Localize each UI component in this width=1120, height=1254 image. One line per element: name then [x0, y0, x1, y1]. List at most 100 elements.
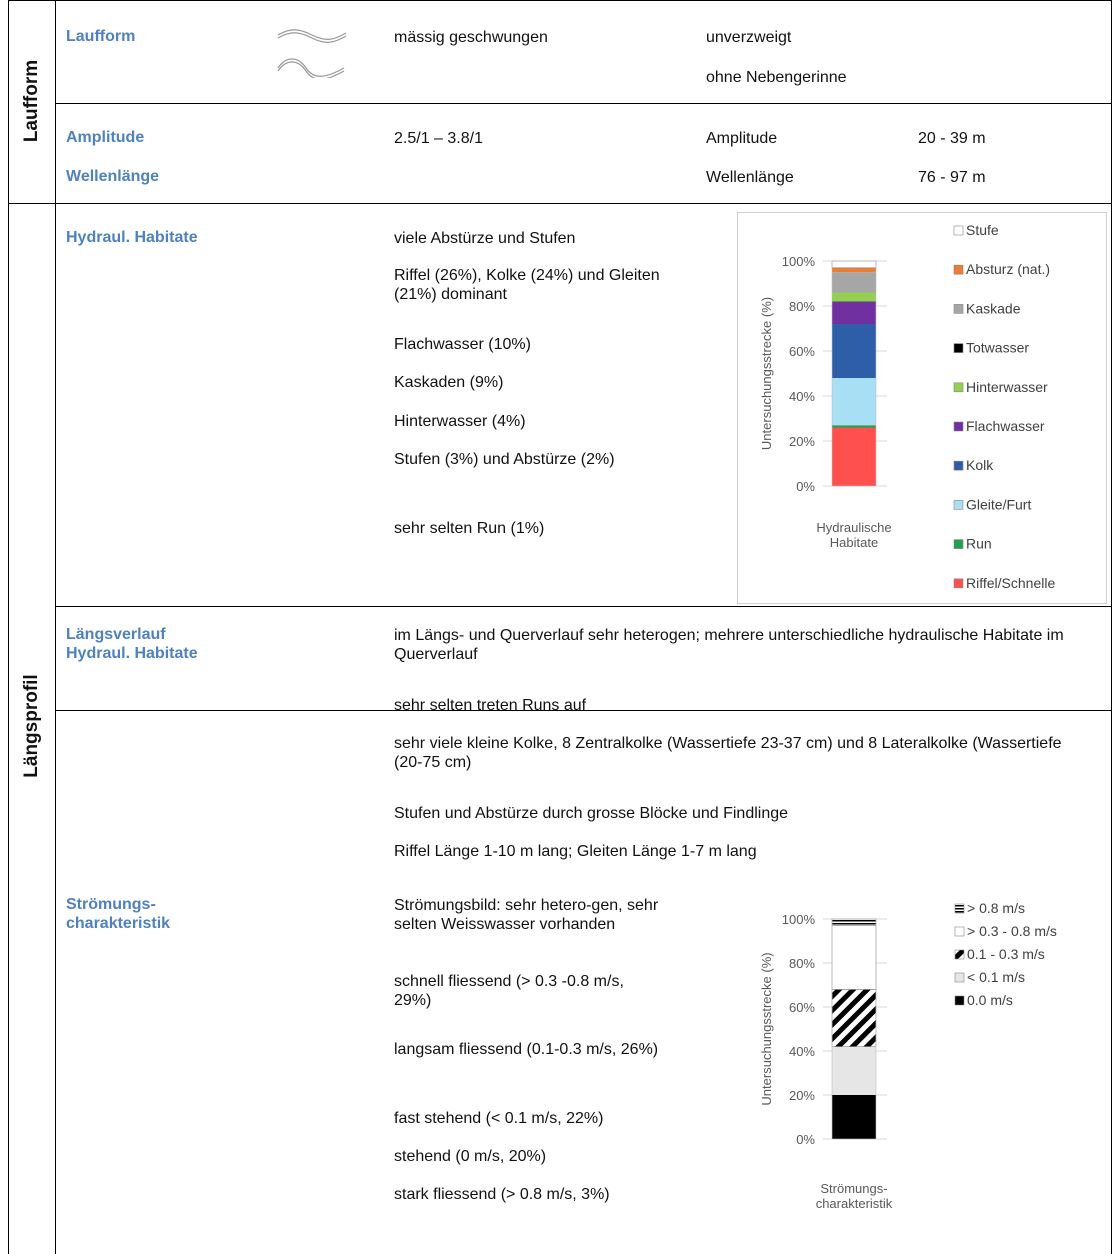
legend-swatch: [953, 460, 964, 471]
legend-swatch: [954, 995, 965, 1006]
row-label-hydraul-habitate-2: Hydraul. Habitate: [66, 645, 198, 662]
row-label-hydraul-habitate: Hydraul. Habitate: [66, 229, 198, 246]
hydraul-line: Riffel (26%), Kolke (24%) und Gleiten (2…: [394, 267, 660, 303]
y-tick-label: 100%: [782, 912, 816, 927]
bar-segment: [832, 292, 876, 302]
bar-segment: [831, 918, 877, 926]
legend-swatch: [953, 539, 964, 549]
row-label-amplitude: Amplitude: [66, 129, 145, 146]
x-category-label: Hydraulische: [816, 520, 891, 535]
amplitude-ratio: 2.5/1 – 3.8/1: [394, 130, 483, 147]
legend-label: > 0.3 - 0.8 m/s: [967, 923, 1057, 939]
legend-label: Totwasser: [966, 340, 1029, 356]
wellenlaenge-value: 76 - 97 m: [918, 169, 986, 186]
hydraul-line: Kaskaden (9%): [394, 374, 504, 391]
legend-label: Gleite/Furt: [966, 496, 1031, 512]
hydraul-line: Hinterwasser (4%): [394, 413, 526, 430]
legend-swatch: [953, 343, 964, 353]
legend-label: 0.0 m/s: [967, 992, 1013, 1008]
legend-label: Hinterwasser: [966, 379, 1048, 395]
hydraul-line: Stufen (3%) und Abstürze (2%): [394, 451, 615, 468]
y-tick-label: 80%: [789, 956, 815, 971]
stroemung-line: fast stehend (< 0.1 m/s, 22%): [394, 1110, 604, 1127]
legend-label: Kaskade: [966, 300, 1021, 316]
legend-label: < 0.1 m/s: [967, 969, 1025, 985]
section-border: [8, 203, 1112, 204]
y-tick-label: 100%: [782, 254, 816, 269]
bar-segment: [832, 425, 876, 428]
y-axis-label: Untersuchungsstrecke (%): [759, 952, 774, 1105]
section-label-laufform: Laufform: [21, 59, 42, 143]
legend-label: Riffel/Schnelle: [966, 575, 1055, 591]
row-label-stroemung-2: charakteristik: [66, 915, 171, 932]
outer-right-border: [1111, 0, 1112, 1254]
stroemung-line: langsam fliessend (0.1-0.3 m/s, 26%): [394, 1041, 659, 1058]
laufform-nebengerinne: ohne Nebengerinne: [706, 69, 847, 86]
row-divider: [55, 710, 1112, 711]
legend-swatch: [953, 225, 964, 236]
bar-segment: [832, 301, 876, 324]
y-tick-label: 60%: [789, 344, 815, 359]
legend-label: Absturz (nat.): [966, 261, 1050, 277]
bar-segment: [832, 272, 876, 293]
y-tick-label: 40%: [789, 1044, 815, 1059]
legend-swatch: [954, 949, 965, 960]
y-tick-label: 0%: [796, 1132, 815, 1147]
stroemung-stacked-bar-chart: 0% 20% 40% 60% 80% 100% Untersuchungsstrecke (…: [759, 900, 1057, 1211]
x-category-label: Strömungs-: [820, 1181, 887, 1196]
legend-swatch: [954, 926, 965, 937]
amplitude-value: 20 - 39 m: [918, 130, 986, 147]
laengsverlauf-line: sehr selten treten Runs auf: [394, 697, 587, 714]
row-label-laengsverlauf: Längsverlauf: [66, 626, 166, 643]
legend-label: Kolk: [966, 457, 994, 473]
section-label-laengsprofil: Längsprofil: [21, 674, 42, 778]
stroemung-line: stark fliessend (> 0.8 m/s, 3%): [394, 1186, 610, 1203]
laengsverlauf-line: Stufen und Abstürze durch grosse Blöcke …: [394, 805, 789, 822]
bar-segment: [831, 260, 877, 269]
stroemung-line: schnell fliessend (> 0.3 -0.8 m/s, 29%): [394, 973, 624, 1009]
meander-icon: [276, 26, 348, 83]
legend-swatch: [954, 972, 965, 983]
hydraul-line: viele Abstürze und Stufen: [394, 230, 576, 247]
row-divider: [55, 606, 1112, 607]
y-tick-label: 0%: [796, 479, 815, 494]
legend-swatch: [954, 903, 965, 914]
laengsverlauf-line: Riffel Länge 1-10 m lang; Gleiten Länge …: [394, 843, 757, 860]
bar-segment: [832, 427, 876, 486]
hydraul-line: Flachwasser (10%): [394, 336, 531, 353]
legend-swatch: [953, 304, 964, 314]
legend-swatch: [953, 264, 964, 275]
laufform-value: mässig geschwungen: [394, 29, 548, 46]
row-label-laufform: Laufform: [66, 28, 136, 45]
stroemung-line: Strömungsbild: sehr hetero-gen, sehr sel…: [394, 897, 659, 933]
row-label-stroemung-1: Strömungs-: [66, 896, 156, 913]
habitat-chart-panel: [737, 212, 1107, 604]
x-category-label: charakteristik: [816, 1196, 893, 1211]
legend-swatch: [953, 578, 964, 589]
laengsverlauf-line: im Längs- und Querverlauf sehr heterogen…: [394, 627, 1064, 663]
legend-label: Flachwasser: [966, 418, 1045, 434]
legend-label: Run: [966, 536, 992, 552]
legend-swatch: [953, 421, 964, 432]
section-divider: [55, 0, 56, 1254]
laufform-verzweigung: unverzweigt: [706, 29, 792, 46]
bar-outline: [831, 260, 877, 487]
row-label-wellenlaenge: Wellenlänge: [66, 168, 160, 185]
bar-outline: [831, 918, 877, 1140]
x-category-label: Habitate: [830, 535, 878, 550]
legend-label: > 0.8 m/s: [967, 900, 1025, 916]
bar-segment: [832, 1095, 876, 1139]
y-tick-label: 20%: [789, 1088, 815, 1103]
y-axis-label: Untersuchungsstrecke (%): [759, 297, 774, 450]
wellenlaenge-key: Wellenlänge: [706, 169, 794, 186]
bar-segment: [832, 378, 876, 426]
y-tick-label: 40%: [789, 389, 815, 404]
legend-label: Stufe: [966, 222, 999, 238]
outer-left-border: [8, 0, 9, 1254]
y-tick-label: 80%: [789, 299, 815, 314]
bar-segment: [832, 1046, 876, 1095]
bar-segment: [831, 989, 877, 1047]
top-border: [8, 0, 1112, 1]
hydraul-line: sehr selten Run (1%): [394, 520, 545, 537]
bar-segment: [832, 324, 876, 378]
